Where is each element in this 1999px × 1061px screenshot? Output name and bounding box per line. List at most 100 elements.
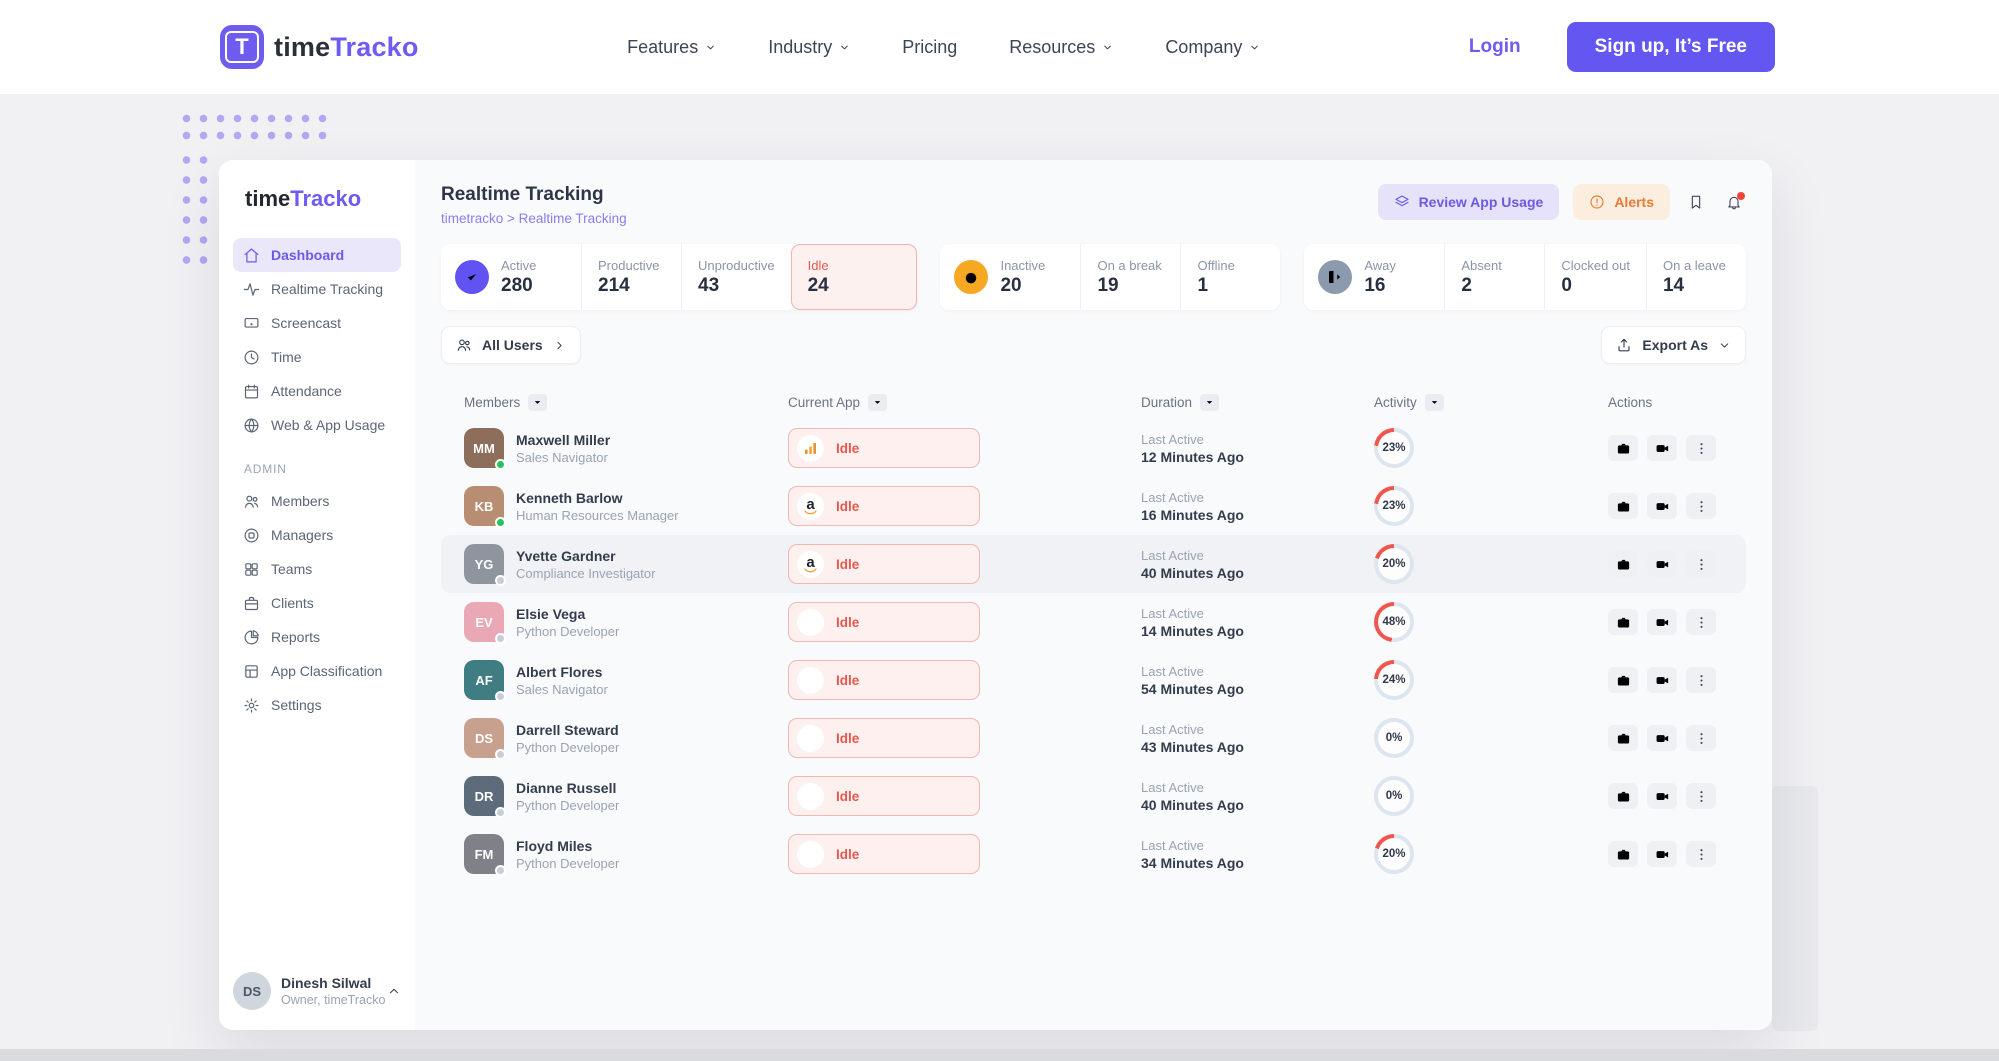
sidebar-item-settings[interactable]: Settings (233, 688, 401, 722)
column-header-actions: Actions (1608, 395, 1653, 410)
table-row-floyd-miles[interactable]: FM Floyd Miles Python Developer Idle Last Ac… (441, 825, 1746, 883)
row-menu-button[interactable] (1686, 667, 1716, 693)
export-as-button[interactable]: Export As (1601, 326, 1746, 364)
screenshot-button[interactable] (1608, 493, 1638, 519)
stat-absent[interactable]: Absent 2 (1444, 244, 1544, 310)
dashboard-sidebar: timeTracko Dashboard Realtime Tracking Scr… (219, 160, 415, 1030)
stat-offline[interactable]: Offline 1 (1180, 244, 1280, 310)
table-row-albert-flores[interactable]: AF Albert Flores Sales Navigator Idle Last A… (441, 651, 1746, 709)
column-filter-button[interactable] (528, 394, 548, 411)
row-menu-button[interactable] (1686, 841, 1716, 867)
globe-icon (243, 417, 260, 434)
current-app-pill[interactable]: Idle (788, 834, 980, 874)
screenshot-button[interactable] (1608, 725, 1638, 751)
sidebar-item-time[interactable]: Time (233, 340, 401, 374)
stat-on-a-break[interactable]: On a break 19 (1080, 244, 1180, 310)
current-app-pill[interactable]: Idle (788, 660, 980, 700)
sidebar-item-teams[interactable]: Teams (233, 552, 401, 586)
breadcrumb: timetracko > Realtime Tracking (441, 211, 627, 226)
screencast-button[interactable] (1647, 493, 1677, 519)
sidebar-profile[interactable]: DS Dinesh Silwal Owner, timeTracko (233, 972, 401, 1010)
sidebar-item-dashboard[interactable]: Dashboard (233, 238, 401, 272)
activity-percent: 20% (1382, 848, 1406, 860)
row-menu-button[interactable] (1686, 435, 1716, 461)
duration-label: Last Active (1141, 489, 1204, 505)
login-link[interactable]: Login (1468, 36, 1521, 57)
nav-item-company[interactable]: Company (1165, 37, 1260, 58)
sidebar-item-clients[interactable]: Clients (233, 586, 401, 620)
current-app-pill[interactable]: Idle (788, 776, 980, 816)
current-app-pill[interactable]: Idle (788, 428, 980, 468)
brand-logo-icon: T (220, 25, 264, 69)
screencast-button[interactable] (1647, 667, 1677, 693)
sidebar-item-realtime-tracking[interactable]: Realtime Tracking (233, 272, 401, 306)
page-bottom-strip (0, 1049, 1999, 1061)
stat-idle[interactable]: Idle 24 (790, 244, 917, 310)
stat-clocked-out[interactable]: Clocked out 0 (1544, 244, 1646, 310)
notifications-button[interactable] (1722, 190, 1746, 214)
row-menu-button[interactable] (1686, 783, 1716, 809)
signup-button[interactable]: Sign up, It’s Free (1566, 22, 1775, 72)
bookmark-button[interactable] (1684, 190, 1708, 214)
sidebar-item-screencast[interactable]: Screencast (233, 306, 401, 340)
stat-unproductive[interactable]: Unproductive 43 (681, 244, 791, 310)
toolbar: All Users Export As (441, 326, 1746, 364)
all-users-filter[interactable]: All Users (441, 326, 581, 364)
alerts-button[interactable]: Alerts (1573, 184, 1670, 220)
blank-app-icon (797, 666, 824, 694)
review-app-usage-button[interactable]: Review App Usage (1377, 184, 1560, 220)
column-filter-button[interactable] (1200, 394, 1220, 411)
row-menu-button[interactable] (1686, 493, 1716, 519)
pie-icon (243, 629, 260, 646)
current-app-pill[interactable]: Idle (788, 602, 980, 642)
avatar: EV (464, 602, 506, 644)
screencast-button[interactable] (1647, 435, 1677, 461)
table-row-yvette-gardner[interactable]: YG Yvette Gardner Compliance Investigator a… (441, 535, 1746, 593)
nav-item-resources[interactable]: Resources (1009, 37, 1113, 58)
stat-on-a-leave[interactable]: On a leave 14 (1645, 244, 1746, 310)
row-menu-button[interactable] (1686, 725, 1716, 751)
current-app-pill[interactable]: a Idle (788, 486, 980, 526)
sidebar-item-app-classification[interactable]: App Classification (233, 654, 401, 688)
screenshot-button[interactable] (1608, 783, 1638, 809)
status-dot (495, 633, 506, 644)
screencast-button[interactable] (1647, 783, 1677, 809)
brand-logo[interactable]: T timeTracko (220, 25, 419, 69)
table-row-dianne-russell[interactable]: DR Dianne Russell Python Developer Idle Last… (441, 767, 1746, 825)
sidebar-item-web-app-usage[interactable]: Web & App Usage (233, 408, 401, 442)
column-filter-button[interactable] (1424, 394, 1444, 411)
screenshot-button[interactable] (1608, 609, 1638, 635)
table-row-elsie-vega[interactable]: EV Elsie Vega Python Developer Idle Last Act… (441, 593, 1746, 651)
member-name: Maxwell Miller (516, 431, 611, 448)
current-app-pill[interactable]: Idle (788, 718, 980, 758)
screencast-button[interactable] (1647, 725, 1677, 751)
nav-item-features[interactable]: Features (627, 37, 716, 58)
sidebar-item-reports[interactable]: Reports (233, 620, 401, 654)
dashboard-screenshot: timeTracko Dashboard Realtime Tracking Scr… (219, 160, 1772, 1030)
stat-away[interactable]: Away 16 (1304, 244, 1444, 310)
screenshot-button[interactable] (1608, 667, 1638, 693)
table-row-maxwell-miller[interactable]: MM Maxwell Miller Sales Navigator Idle Last … (441, 419, 1746, 477)
table-row-kenneth-barlow[interactable]: KB Kenneth Barlow Human Resources Manager a… (441, 477, 1746, 535)
current-app-pill[interactable]: a Idle (788, 544, 980, 584)
target-icon (243, 527, 260, 544)
sidebar-item-members[interactable]: Members (233, 484, 401, 518)
screencast-button[interactable] (1647, 551, 1677, 577)
stat-active[interactable]: Active 280 (441, 244, 581, 310)
nav-item-industry[interactable]: Industry (768, 37, 850, 58)
screencast-button[interactable] (1647, 609, 1677, 635)
sidebar-item-managers[interactable]: Managers (233, 518, 401, 552)
sidebar-item-attendance[interactable]: Attendance (233, 374, 401, 408)
screencast-button[interactable] (1647, 841, 1677, 867)
column-filter-button[interactable] (868, 394, 888, 411)
screenshot-button[interactable] (1608, 435, 1638, 461)
screenshot-button[interactable] (1608, 841, 1638, 867)
member-role: Python Developer (516, 855, 620, 871)
table-row-darrell-steward[interactable]: DS Darrell Steward Python Developer Idle Las… (441, 709, 1746, 767)
stat-inactive[interactable]: Inactive 20 (940, 244, 1080, 310)
stat-productive[interactable]: Productive 214 (581, 244, 681, 310)
row-menu-button[interactable] (1686, 551, 1716, 577)
screenshot-button[interactable] (1608, 551, 1638, 577)
nav-item-pricing[interactable]: Pricing (902, 36, 958, 57)
row-menu-button[interactable] (1686, 609, 1716, 635)
